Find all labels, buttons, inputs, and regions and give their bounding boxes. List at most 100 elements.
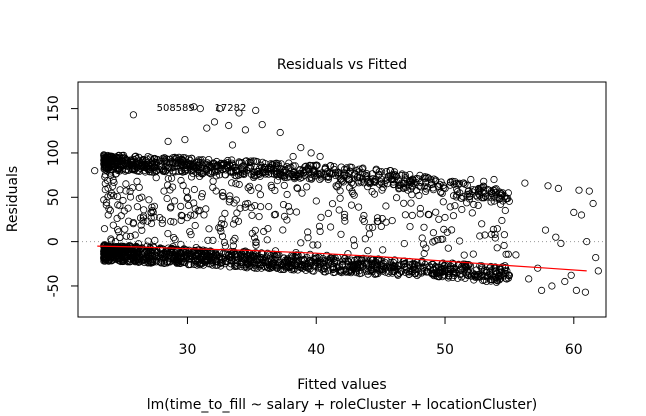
data-point [377, 175, 385, 183]
data-point [114, 201, 122, 209]
data-point [420, 174, 428, 182]
data-point [404, 186, 412, 194]
data-point [228, 156, 236, 164]
data-point [235, 180, 243, 189]
data-point [471, 273, 479, 281]
data-point [468, 209, 476, 217]
data-point [338, 257, 347, 265]
data-point [190, 199, 198, 207]
data-point [368, 263, 376, 272]
data-point [106, 207, 115, 215]
data-point [495, 194, 503, 203]
data-point [132, 152, 140, 160]
data-point [363, 183, 372, 191]
data-point [355, 269, 364, 278]
data-point [416, 204, 424, 213]
data-point [410, 263, 419, 271]
data-point [437, 235, 445, 243]
data-point [492, 185, 500, 193]
data-point [146, 167, 154, 176]
data-point [455, 237, 464, 245]
x-tick-label: 60 [565, 342, 583, 358]
data-point [368, 256, 376, 264]
data-point [337, 230, 345, 238]
data-point [370, 190, 379, 198]
data-point [225, 198, 233, 206]
data-point [151, 236, 159, 244]
data-point [177, 176, 185, 185]
data-point [139, 214, 147, 222]
data-point [125, 217, 133, 225]
data-point [309, 241, 317, 249]
data-point [198, 193, 206, 201]
data-point [249, 252, 257, 260]
data-point [425, 262, 433, 270]
data-point [320, 268, 328, 276]
data-point [213, 252, 221, 260]
data-point [121, 251, 129, 259]
data-point [221, 242, 229, 250]
data-point [329, 263, 338, 271]
data-point [390, 172, 398, 180]
data-point [255, 169, 263, 177]
data-point [487, 262, 495, 271]
outlier-point [235, 109, 243, 117]
data-point [121, 154, 129, 162]
data-point [102, 153, 110, 162]
data-point [365, 224, 373, 232]
data-point [122, 187, 130, 195]
data-point [461, 180, 469, 188]
data-point [272, 169, 280, 177]
data-point [284, 258, 292, 266]
data-point [121, 225, 129, 233]
data-point [227, 257, 235, 265]
data-point [119, 196, 127, 205]
data-point [316, 227, 324, 235]
data-point [408, 182, 416, 190]
data-point [299, 169, 307, 177]
data-point [190, 161, 198, 169]
data-point [158, 245, 167, 253]
data-point [240, 170, 248, 179]
outlier-point [190, 103, 198, 111]
data-point [223, 161, 231, 169]
data-point [363, 175, 372, 184]
data-point [349, 265, 357, 273]
data-point [372, 258, 380, 266]
point-labels-layer: 508589 17282 [157, 103, 247, 114]
data-point [333, 169, 342, 177]
data-point [447, 226, 456, 234]
data-point [208, 256, 216, 264]
data-point [252, 241, 260, 249]
data-point [416, 171, 424, 179]
outlier-point [567, 271, 575, 279]
point-label: 17282 [215, 103, 247, 114]
data-point [124, 204, 132, 212]
data-point [450, 260, 458, 268]
data-point [292, 208, 301, 216]
outlier-point [490, 175, 498, 184]
data-point [253, 257, 261, 265]
data-point [363, 170, 371, 178]
data-point [198, 190, 206, 198]
data-point [188, 173, 196, 181]
data-point [236, 252, 244, 260]
data-point [137, 214, 145, 222]
data-point [235, 159, 243, 167]
data-point [193, 255, 201, 263]
data-point [223, 257, 231, 265]
data-point [212, 187, 220, 195]
data-point [122, 155, 130, 164]
data-point [205, 168, 213, 177]
data-point [103, 176, 112, 185]
outlier-point [252, 106, 260, 115]
data-point [150, 155, 158, 163]
data-point [204, 236, 212, 244]
data-point [105, 154, 114, 162]
data-point [114, 166, 122, 175]
data-point [159, 249, 167, 257]
data-point [471, 186, 479, 194]
data-point [406, 171, 414, 179]
x-axis-label: Fitted values [297, 377, 386, 393]
data-point [410, 260, 419, 268]
